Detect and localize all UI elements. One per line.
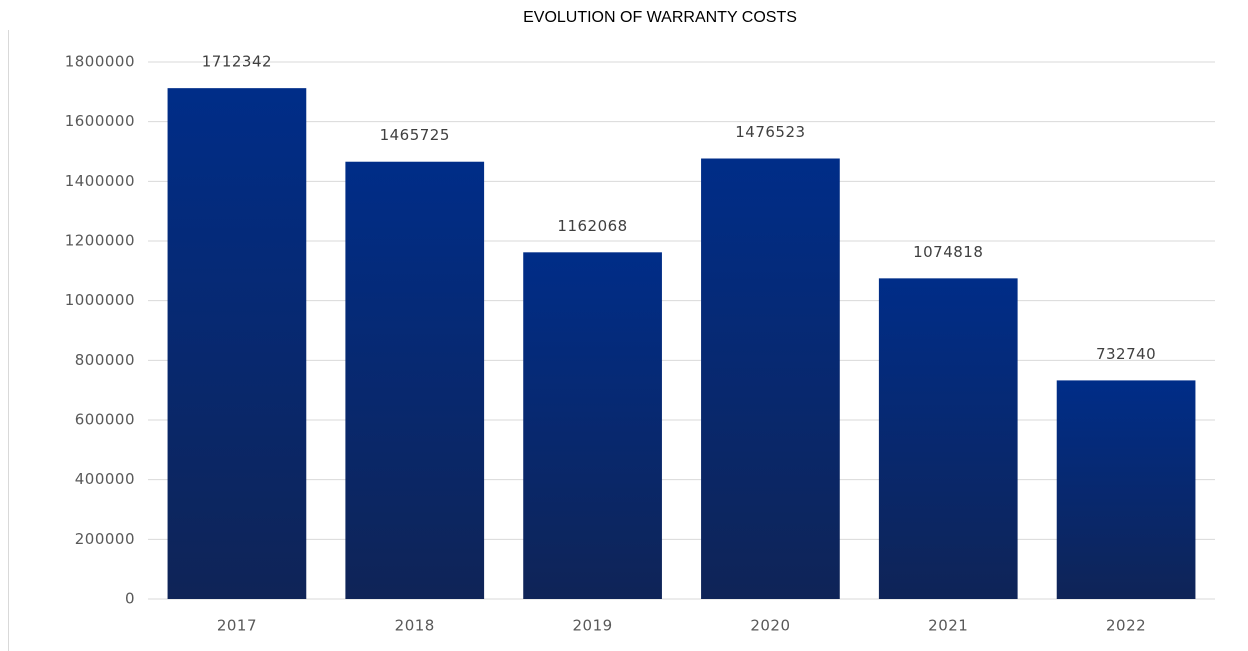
data-label: 1074818 [913,243,983,261]
y-tick-label: 1800000 [65,53,135,71]
y-tick-label: 400000 [75,470,135,488]
bar [701,158,840,599]
y-tick-label: 600000 [75,411,135,429]
x-tick-label: 2021 [928,617,968,635]
x-tick-label: 2020 [750,617,790,635]
x-tick-label: 2019 [572,617,612,635]
y-tick-label: 1200000 [65,232,135,250]
chart-title: EVOLUTION OF WARRANTY COSTS [523,9,797,26]
x-tick-label: 2018 [395,617,435,635]
data-label: 1465725 [380,126,450,144]
bar [345,161,485,599]
data-label: 1476523 [735,123,805,141]
y-tick-label: 200000 [75,530,135,548]
y-tick-label: 1600000 [65,112,135,130]
data-label: 1712342 [202,53,272,71]
x-tick-label: 2022 [1106,617,1146,635]
y-tick-label: 1400000 [65,172,135,190]
data-label: 732740 [1096,345,1156,363]
x-tick-label: 2017 [217,617,257,635]
bar [167,88,307,599]
y-tick-label: 0 [125,590,135,608]
bar [1056,380,1196,599]
bar [878,278,1018,599]
y-tick-label: 1000000 [65,291,135,309]
bar [523,252,662,599]
data-label: 1162068 [557,217,627,235]
y-tick-label: 800000 [75,351,135,369]
